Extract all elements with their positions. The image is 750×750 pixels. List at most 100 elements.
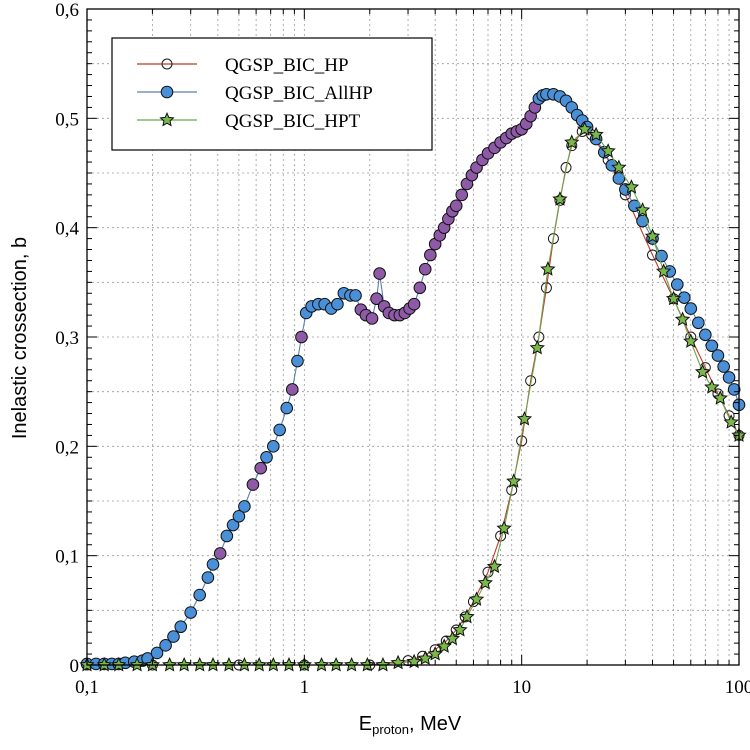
grid [87, 9, 739, 665]
data-point [236, 656, 253, 672]
legend-item: QGSP_BIC_AllHP [137, 83, 373, 104]
data-point [704, 379, 720, 394]
data-point [221, 656, 237, 672]
data-point [655, 249, 668, 263]
data-point [291, 354, 304, 368]
legend-label: QGSP_BIC_HP [225, 55, 349, 76]
y-axis-title: Inelastic crossection, b [9, 237, 31, 439]
data-point [705, 339, 719, 353]
y-tick-label: 0,5 [55, 109, 79, 130]
data-point [727, 383, 741, 396]
y-tick-label: 0,3 [55, 328, 79, 349]
data-point [600, 143, 616, 158]
data-point [220, 529, 234, 543]
data-point [193, 588, 206, 602]
data-point [359, 656, 375, 672]
data-point [496, 520, 512, 535]
data-point [684, 302, 698, 315]
data-point [365, 312, 379, 325]
data-point [226, 518, 240, 532]
data-point [260, 450, 273, 464]
data-point [295, 330, 308, 344]
data-point [413, 281, 427, 295]
data-point [267, 440, 280, 453]
data-point [343, 656, 360, 672]
data-point [184, 606, 197, 619]
legend-label: QGSP_BIC_HPT [225, 111, 361, 132]
data-point [612, 172, 626, 185]
legend-item: QGSP_BIC_HPT [137, 111, 361, 132]
legend-item: QGSP_BIC_HP [137, 55, 349, 76]
data-point [699, 328, 712, 342]
data-point [111, 656, 127, 672]
data-point [455, 188, 469, 202]
data-point [331, 297, 344, 311]
y-tick-label: 0,6 [55, 0, 79, 21]
data-point [588, 126, 604, 142]
ticks [86, 8, 739, 666]
data-point [611, 159, 627, 175]
data-point [486, 558, 503, 574]
data-point [159, 639, 172, 652]
data-point [150, 646, 164, 660]
data-point [174, 620, 188, 634]
data-point [665, 290, 682, 306]
data-point [273, 423, 286, 437]
x-tick-label: 1 [300, 677, 310, 698]
data-point [655, 263, 672, 278]
legend-marker [160, 85, 174, 99]
data-point [201, 571, 215, 584]
data-point [265, 656, 281, 672]
data-point [246, 478, 260, 491]
legend-marker [159, 111, 175, 127]
data-point [407, 297, 421, 311]
data-point [96, 656, 112, 672]
data-point [449, 199, 463, 213]
x-tick-label: 10 [512, 677, 531, 698]
legend-marker [161, 58, 173, 70]
data-point [418, 262, 432, 276]
data-point [206, 558, 220, 571]
data-point [424, 248, 437, 262]
data-point [459, 608, 475, 624]
data-point [375, 656, 391, 672]
data-point [328, 656, 344, 672]
data-point [176, 656, 192, 672]
data-point [712, 390, 728, 405]
data-point [644, 228, 661, 243]
y-tick-label: 0,2 [55, 437, 79, 458]
data-point [370, 292, 383, 306]
data-point [254, 461, 268, 475]
y-tick-label: 0,1 [55, 547, 79, 568]
data-point [444, 630, 461, 646]
series-qgsp-bic-allhp [80, 87, 746, 671]
data-point [417, 650, 433, 665]
x-tick-label: 100 [725, 677, 750, 698]
x-tick-label: 0,1 [75, 677, 99, 698]
data-point [692, 316, 705, 330]
data-point [238, 500, 251, 513]
data-point [232, 510, 246, 523]
data-point [547, 233, 559, 245]
data-point [540, 261, 556, 276]
y-tick-label: 0 [70, 656, 80, 677]
data-point [506, 473, 522, 488]
series-layer [79, 87, 747, 672]
data-point [313, 656, 330, 672]
data-point [516, 410, 533, 426]
data-point [533, 331, 545, 343]
data-point [129, 656, 145, 672]
data-point [213, 547, 227, 560]
data-point [529, 339, 545, 355]
data-point [674, 311, 691, 327]
y-tick-label: 0,4 [55, 219, 79, 240]
legend: QGSP_BIC_HP QGSP_BIC_AllHP QGSP_BIC_HPT [111, 37, 433, 151]
data-point [349, 289, 362, 302]
data-point [167, 630, 180, 643]
data-point [623, 179, 640, 194]
data-point [577, 121, 593, 136]
data-point [452, 621, 468, 637]
data-point [192, 656, 208, 672]
data-point [162, 656, 178, 672]
